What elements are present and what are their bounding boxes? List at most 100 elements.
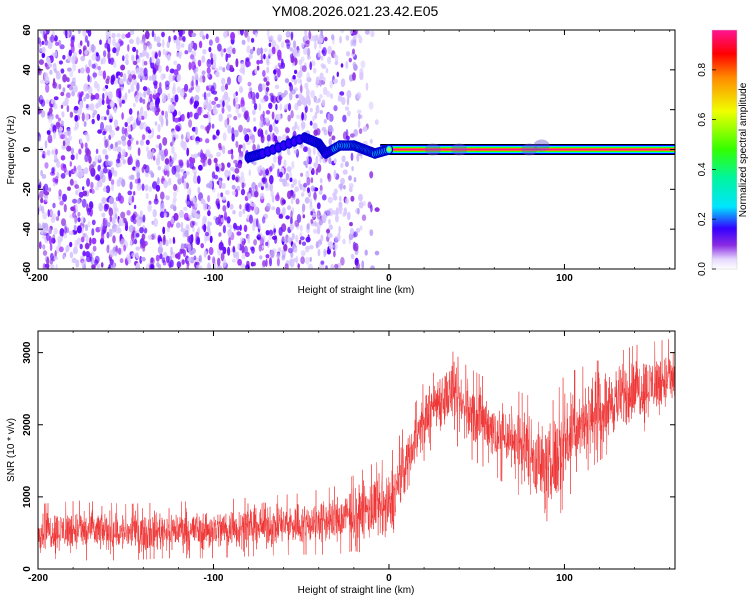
spectrogram-noise-cell (78, 49, 82, 55)
spectrogram-noise-cell (285, 215, 290, 220)
spectrogram-noise-cell (91, 264, 96, 269)
spectrogram-noise-cell (108, 228, 113, 237)
spectrogram-noise-cell (168, 237, 172, 245)
spectrogram-noise-cell (112, 261, 116, 269)
spectrogram-noise-cell (299, 236, 305, 241)
spectrogram-noise-cell (225, 47, 231, 53)
spectrogram-noise-cell (180, 88, 185, 98)
spectrogram-noise-cell (195, 84, 201, 93)
spectrogram-noise-cell (69, 178, 74, 186)
spectrogram-noise-cell (221, 77, 226, 85)
spectrogram-noise-cell (83, 83, 89, 92)
spectrogram-noise-cell (313, 191, 317, 200)
spectrogram-noise-cell (85, 93, 90, 100)
spectrogram-noise-cell (333, 105, 338, 112)
spectrogram-noise-cell (86, 66, 91, 74)
spectrogram-noise-cell (116, 146, 122, 153)
spectrogram-noise-cell (337, 94, 343, 102)
spectrogram-noise-cell (346, 51, 350, 57)
spectrogram-noise-cell (108, 196, 115, 205)
spectrogram-noise-cell (226, 113, 233, 118)
spectrogram-noise-cell (227, 228, 232, 238)
spectrogram-noise-cell (237, 113, 242, 118)
spectrogram-noise-cell (308, 166, 313, 172)
spectrogram-noise-cell (194, 94, 200, 102)
spectrogram-noise-cell (239, 224, 242, 231)
spectrogram-noise-cell (128, 38, 134, 45)
spectrogram-noise-cell (86, 178, 91, 187)
spectrogram-noise-cell (188, 61, 192, 71)
spectrogram-noise-cell (198, 255, 202, 261)
spectrogram-noise-cell (326, 208, 331, 216)
spectrogram-noise-cell (153, 198, 159, 205)
spectrogram-noise-cell (105, 158, 109, 167)
spectrogram-noise-cell (220, 84, 226, 92)
spectrogram-noise-cell (148, 134, 153, 139)
spectrogram-noise-cell (60, 120, 64, 127)
spectrogram-noise-cell (320, 260, 325, 265)
spectrogram-noise-cell (319, 93, 323, 99)
spectrogram-noise-cell (357, 207, 360, 215)
spectrogram-noise-cell (44, 151, 47, 158)
spectrogram-noise-cell (323, 118, 327, 124)
spectrogram-noise-cell (172, 191, 177, 198)
spectrogram-noise-cell (88, 201, 94, 210)
spectrogram-noise-cell (123, 244, 126, 252)
spectrogram-noise-cell (298, 93, 303, 101)
spectrogram-noise-cell (175, 222, 181, 229)
spectrogram-noise-cell (281, 254, 286, 261)
spectrogram-noise-cell (170, 246, 173, 256)
spectrogram-noise-cell (80, 55, 86, 62)
spectrogram-signal-band (380, 148, 675, 151)
spectrogram-noise-cell (159, 241, 163, 248)
spectrogram-noise-cell (127, 70, 131, 75)
spectrogram-noise-cell (290, 110, 294, 119)
spectrogram-noise-cell (110, 74, 116, 82)
spectrogram-noise-cell (142, 98, 146, 105)
spectrogram-noise-cell (69, 251, 74, 259)
spectrogram-noise-cell (87, 86, 93, 95)
spectrogram-noise-cell (352, 39, 357, 47)
spectrogram-noise-cell (66, 105, 70, 113)
spectrogram-noise-cell (194, 126, 198, 135)
snr-xtick-label: 0 (386, 573, 392, 584)
spectrogram-noise-cell (142, 59, 145, 67)
spectrogram-noise-cell (364, 249, 368, 256)
spectrogram-noise-cell (277, 168, 280, 178)
spectrogram-noise-cell (189, 40, 193, 49)
spectrogram-noise-cell (124, 121, 128, 128)
spectrogram-noise-cell (194, 99, 199, 108)
spectrogram-noise-cell (84, 49, 88, 56)
spectrogram-noise-cell (168, 35, 171, 43)
spectrogram-noise-cell (281, 235, 286, 242)
spectrogram-noise-cell (312, 147, 316, 155)
spectrogram-noise-cell (42, 250, 48, 256)
spectrogram-noise-cell (306, 223, 310, 230)
spectrogram-noise-cell (77, 217, 81, 223)
spectrogram-noise-cell (328, 157, 332, 165)
spectrogram-noise-cell (141, 241, 146, 249)
spectrogram-noise-cell (258, 222, 261, 230)
spectrogram-noise-cell (322, 47, 327, 57)
spectrogram-noise-cell (268, 234, 273, 241)
spectrogram-noise-cell (297, 125, 300, 131)
spectrogram-noise-cell (201, 55, 206, 63)
spectrogram-noise-cell (143, 60, 148, 66)
spectrogram-noise-cell (358, 35, 363, 44)
spectrogram-noise-cell (167, 93, 171, 100)
spectrogram-noise-cell (246, 60, 251, 67)
spectrogram-noise-cell (193, 112, 199, 120)
spectrogram-noise-cell (218, 241, 224, 251)
spectrogram-noise-cell (313, 122, 318, 130)
colorbar-tick-label: 0.8 (697, 62, 708, 76)
spectrogram-noise-cell (225, 30, 230, 34)
spectrogram-noise-cell (91, 53, 97, 61)
spectrogram-noise-cell (270, 95, 275, 103)
spectrogram-noise-cell (339, 35, 342, 44)
spectrogram-noise-cell (258, 83, 263, 93)
spectrogram-noise-cell (139, 124, 144, 130)
spectrogram-noise-cell (174, 94, 179, 103)
spectrogram-noise-cell (220, 192, 224, 198)
spectrogram-noise-cell (198, 164, 203, 171)
spectrogram-noise-cell (291, 232, 295, 240)
